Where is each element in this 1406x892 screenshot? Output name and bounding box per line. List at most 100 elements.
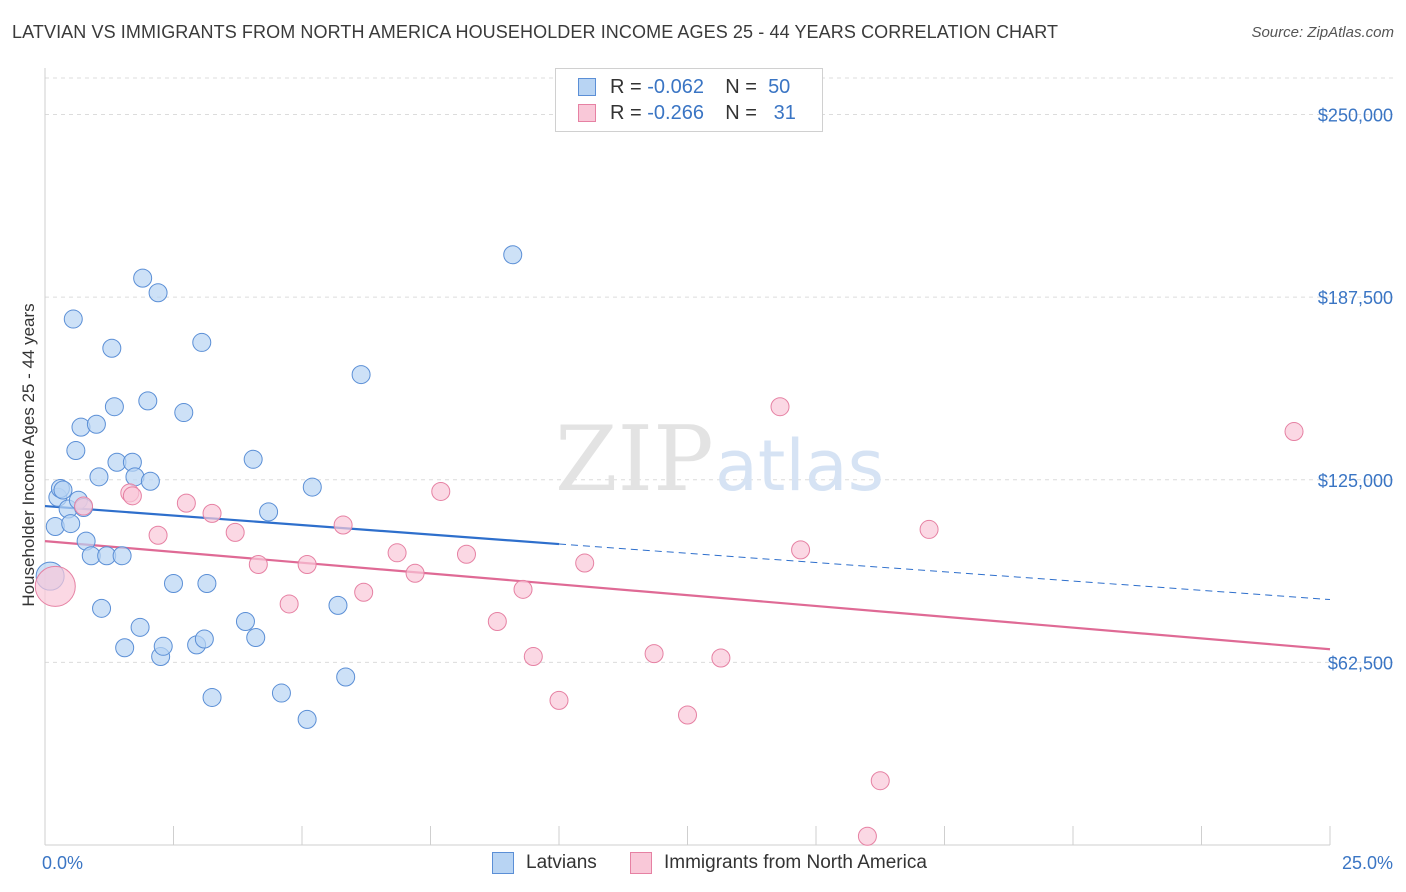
latvian-point [86,414,106,434]
immigrant-point [248,554,268,574]
latvian-point [271,683,291,703]
immigrant-point [405,563,425,583]
immigrant-point [122,486,142,506]
y-tick-label: $187,500 [1318,288,1393,308]
immigrant-point [176,493,196,513]
latvian-point [246,628,266,648]
immigrant-point [791,540,811,560]
legend-n-value-immigrants: 31 [773,101,796,124]
latvian-point [133,268,153,288]
latvian-point [104,397,124,417]
legend-item-latvians[interactable]: Latvians [492,852,597,874]
immigrant-point [333,515,353,535]
legend-swatch-latvians [578,78,596,96]
legend-r-label: R = [610,75,642,98]
y-tick-label: $250,000 [1318,106,1393,126]
immigrant-point [678,705,697,725]
latvian-point [194,629,214,649]
x-tick-label-max: 25.0% [1342,853,1393,873]
latvian-point [336,667,356,687]
legend-n-value-latvians: 50 [768,75,791,98]
latvian-point [302,477,322,497]
legend-r-value-immigrants: -0.266 [647,101,704,124]
latvian-point [71,417,91,437]
trend-line-1 [44,540,1331,651]
immigrant-point [523,647,543,667]
latvians-label: Latvians [526,852,597,873]
legend-n-label: N = [725,101,757,124]
latvian-point [102,338,122,358]
latvian-point [259,502,279,522]
legend-r-label: R = [610,101,642,124]
immigrant-point [644,644,664,664]
latvian-point [243,449,263,469]
immigrant-point [297,554,317,574]
immigrant-point [279,594,299,614]
latvian-point [503,245,523,265]
latvian-point [192,332,212,352]
immigrant-point [202,503,222,523]
source-label: Source: ZipAtlas.com [1251,24,1394,41]
watermark: ZIP atlas [555,407,884,512]
grid-lines [45,77,1395,663]
immigrant-point [770,397,790,417]
latvian-point [328,595,348,615]
latvian-point [53,480,73,500]
latvian-point [112,546,132,566]
watermark-atlas: atlas [715,425,884,507]
legend-row-latvians: R = -0.062 N = 50 [578,75,790,99]
latvian-point [45,517,65,537]
latvian-point [66,441,86,461]
immigrant-point [870,771,890,791]
data-points [34,245,1304,846]
latvian-point [153,636,173,656]
immigrant-point [456,544,476,564]
latvian-point [115,638,135,658]
y-axis-label: Householder Income Ages 25 - 44 years [19,303,38,606]
x-tick-label-min: 0.0% [42,853,83,873]
latvian-point [197,573,217,593]
tick-labels: $62,500 $125,000 $187,500 $250,000 0.0% 25.0% [42,106,1393,873]
latvian-point [148,283,168,303]
immigrant-point [513,579,533,599]
immigrant-point [431,481,451,501]
latvian-point [92,598,112,618]
latvian-point [202,687,222,707]
immigrants-label: Immigrants from North America [664,852,927,873]
immigrant-point [148,525,168,545]
trend-line-0 [44,504,560,546]
chart-title: LATVIAN VS IMMIGRANTS FROM NORTH AMERICA… [12,22,1059,42]
immigrant-point [487,611,507,631]
immigrant-point [575,553,595,573]
latvian-point [138,391,158,411]
immigrant-point [354,582,374,602]
latvian-point [140,471,160,491]
latvians-swatch [492,852,514,874]
latvian-point [351,365,371,385]
latvian-point [174,403,194,423]
immigrant-point [919,519,939,539]
legend-swatch-immigrants [578,104,596,122]
latvian-point [164,573,183,593]
immigrant-point [34,565,76,607]
legend-n-label: N = [725,75,757,98]
immigrants-swatch [630,852,652,874]
latvian-point [297,709,317,729]
latvian-point [89,467,109,487]
latvian-point [130,617,150,637]
latvian-point [235,611,255,631]
y-tick-label: $125,000 [1318,471,1393,491]
latvian-point [63,309,83,329]
y-tick-label: $62,500 [1328,653,1393,673]
axes [44,68,1331,846]
trend-line-extension-0 [558,543,1331,601]
immigrant-point [387,543,407,563]
series-legend: Latvians Immigrants from North America [0,852,1406,878]
legend-item-immigrants[interactable]: Immigrants from North America [630,852,927,874]
correlation-legend: R = -0.062 N = 50 R = -0.266 N = 31 [555,68,823,132]
immigrant-point [225,522,245,542]
immigrant-point [549,690,569,710]
immigrant-point [1284,422,1304,442]
immigrant-point [711,648,731,668]
